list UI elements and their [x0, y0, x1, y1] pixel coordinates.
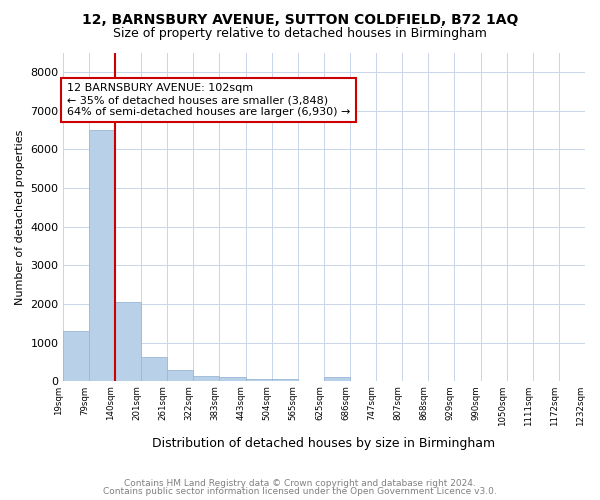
X-axis label: Distribution of detached houses by size in Birmingham: Distribution of detached houses by size … [152, 437, 496, 450]
Text: 12 BARNSBURY AVENUE: 102sqm
← 35% of detached houses are smaller (3,848)
64% of : 12 BARNSBURY AVENUE: 102sqm ← 35% of det… [67, 84, 350, 116]
Text: 12, BARNSBURY AVENUE, SUTTON COLDFIELD, B72 1AQ: 12, BARNSBURY AVENUE, SUTTON COLDFIELD, … [82, 12, 518, 26]
Bar [193, 376, 220, 382]
Bar [63, 331, 89, 382]
Bar [141, 358, 167, 382]
Text: Contains public sector information licensed under the Open Government Licence v3: Contains public sector information licen… [103, 487, 497, 496]
Bar [245, 378, 272, 382]
Bar [89, 130, 115, 382]
Text: Size of property relative to detached houses in Birmingham: Size of property relative to detached ho… [113, 28, 487, 40]
Bar [220, 377, 245, 382]
Y-axis label: Number of detached properties: Number of detached properties [15, 129, 25, 304]
Bar [324, 378, 350, 382]
Bar [115, 302, 141, 382]
Text: Contains HM Land Registry data © Crown copyright and database right 2024.: Contains HM Land Registry data © Crown c… [124, 478, 476, 488]
Bar [167, 370, 193, 382]
Bar [272, 380, 298, 382]
